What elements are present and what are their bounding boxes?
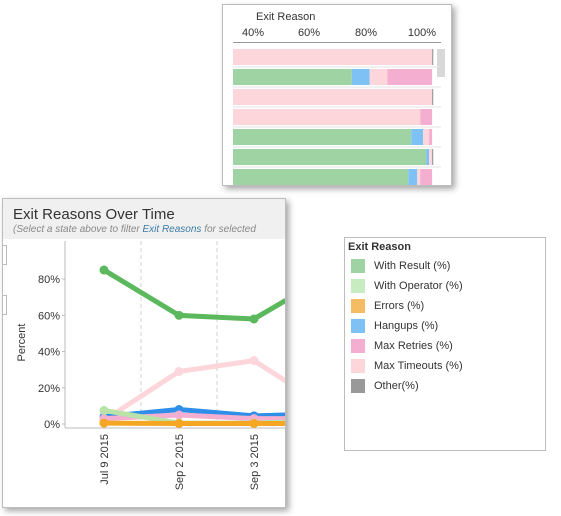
bar-segment (233, 109, 421, 125)
bar-tick-40: 40% (241, 27, 265, 39)
bar-segment (432, 149, 434, 165)
legend-item-errors[interactable]: Errors (%) (351, 298, 424, 314)
legend-item-max-timeouts[interactable]: Max Timeouts (%) (351, 358, 463, 374)
bar-segment (387, 69, 433, 85)
bar-tick-80: 80% (354, 27, 378, 39)
side-handle-bottom[interactable] (3, 295, 7, 315)
series-point (99, 405, 109, 415)
legend-swatch (351, 299, 365, 313)
x-tick-label: Jul 9 2015 (99, 434, 111, 485)
series-point (174, 366, 184, 376)
legend-swatch (351, 259, 365, 273)
subtitle-suffix: for selected (201, 224, 256, 235)
legend-swatch (351, 379, 365, 393)
y-tick-label: 0% (44, 419, 60, 431)
legend-title: Exit Reason (348, 241, 411, 253)
chart-subtitle: (Select a state above to filter Exit Rea… (13, 224, 256, 235)
legend-item-with-operator[interactable]: With Operator (%) (351, 278, 463, 294)
legend-item-other[interactable]: Other(%) (351, 378, 419, 394)
y-tick-label: 20% (38, 383, 60, 395)
series-line (101, 267, 285, 322)
x-tick-label: Sep 2 2015 (174, 434, 186, 490)
legend-label: Other(%) (374, 380, 419, 392)
legend-swatch (351, 279, 365, 293)
y-tick-label: 60% (38, 310, 60, 322)
series-line (101, 407, 285, 420)
chart-title: Exit Reasons Over Time (13, 206, 175, 223)
legend-label: Hangups (%) (374, 320, 439, 332)
y-tick-label: 40% (38, 347, 60, 359)
series-point (174, 418, 184, 428)
bar-segment (417, 169, 421, 185)
legend-swatch (351, 339, 365, 353)
legend-item-hangups[interactable]: Hangups (%) (351, 318, 438, 334)
series-point (249, 314, 259, 324)
x-tick-label: Sep 3 2015 (249, 434, 261, 490)
bar-segment (432, 49, 434, 65)
bar-axis-line (233, 42, 441, 43)
bar-segment (408, 169, 418, 185)
series-point (174, 410, 184, 420)
bar-segment (411, 129, 424, 145)
y-axis-label: Percent (16, 324, 28, 362)
bar-segment (233, 169, 409, 185)
side-handle-top[interactable] (3, 245, 7, 265)
subtitle-prefix: (Select a state above to filter (13, 224, 143, 235)
legend-label: Errors (%) (374, 300, 425, 312)
bar-segment (420, 169, 433, 185)
bar-segment (429, 129, 433, 145)
bar-segment (233, 149, 427, 165)
chart-title-bar (3, 199, 285, 239)
exit-reasons-over-time-panel: Exit Reasons Over Time (Select a state a… (2, 198, 286, 508)
series-point (99, 265, 109, 275)
legend-label: Max Retries (%) (374, 340, 453, 352)
bar-segment (423, 129, 430, 145)
bar-axis-title: Exit Reason (256, 11, 316, 23)
exit-reasons-link[interactable]: Exit Reasons (142, 224, 202, 235)
stacked-bar-svg (233, 49, 441, 185)
series-point (99, 418, 109, 428)
bar-segment (351, 69, 370, 85)
bar-segment (233, 69, 352, 85)
bar-segment (233, 89, 433, 105)
bar-segment (426, 149, 430, 165)
exit-reason-bar-panel: Exit Reason 40% 60% 80% 100% (222, 4, 452, 186)
legend-label: With Result (%) (374, 260, 451, 272)
bar-panel-scrollbar[interactable] (437, 49, 445, 77)
bar-tick-100: 100% (407, 27, 437, 39)
legend-swatch (351, 359, 365, 373)
bar-segment (233, 129, 412, 145)
bar-segment (432, 89, 434, 105)
series-point (249, 356, 259, 366)
series-point (249, 418, 259, 428)
bar-tick-60: 60% (297, 27, 321, 39)
legend-item-max-retries[interactable]: Max Retries (%) (351, 338, 453, 354)
y-tick-label: 80% (38, 274, 60, 286)
exit-reason-legend: Exit Reason With Result (%) With Operato… (344, 237, 546, 451)
legend-item-with-result[interactable]: With Result (%) (351, 258, 450, 274)
line-chart-svg: 0% 20% 40% 60% 80% Percent Jul 9 2015 Sep 2 201… (16, 241, 285, 490)
legend-label: With Operator (%) (374, 280, 463, 292)
bar-segment (420, 109, 433, 125)
bar-segment (429, 149, 433, 165)
bar-segment (369, 69, 388, 85)
bar-segment (233, 49, 433, 65)
series-point (174, 310, 184, 320)
series-line (101, 358, 285, 423)
legend-label: Max Timeouts (%) (374, 360, 463, 372)
legend-swatch (351, 319, 365, 333)
